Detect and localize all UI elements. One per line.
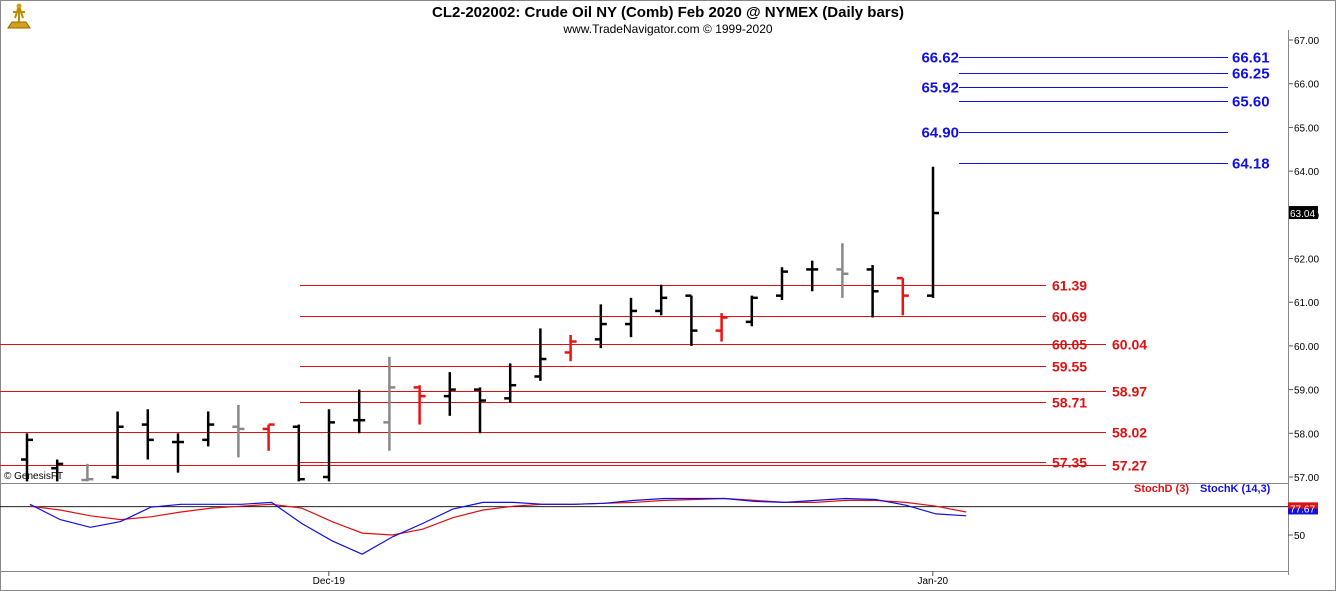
stochk-line <box>29 497 967 555</box>
price-bars <box>21 166 939 482</box>
y-tick-label: 64.00 <box>1294 167 1319 178</box>
ohlc-bar <box>836 243 849 298</box>
ohlc-bar <box>383 356 396 451</box>
red-level-label: 58.97 <box>1112 384 1147 400</box>
ohlc-bar <box>776 267 788 301</box>
ohlc-bar <box>594 304 607 349</box>
y-tick-label: 58.00 <box>1294 429 1319 440</box>
watermark: © GenesisFT <box>4 471 63 482</box>
red-level-label: 58.02 <box>1112 425 1147 441</box>
red-level-label: 60.69 <box>1052 309 1087 325</box>
time-axis: Dec-19 Jan-20 <box>313 571 949 587</box>
blue-level-label: 64.18 <box>1232 156 1270 173</box>
ohlc-bar <box>655 284 668 316</box>
legend-stochd: StochD (3) <box>1134 483 1189 495</box>
ohlc-bar <box>81 463 94 482</box>
ohlc-bar <box>111 411 124 480</box>
ohlc-bar <box>866 265 879 318</box>
y-tick-label: 57.00 <box>1294 473 1319 484</box>
red-level-label: 57.27 <box>1112 458 1147 474</box>
stoch-last-label: 77.67 <box>1290 504 1315 515</box>
stochd-line <box>29 497 967 536</box>
last-price-box <box>1288 206 1318 220</box>
chart-subtitle: www.TradeNavigator.com © 1999-2020 <box>562 22 772 36</box>
blue-level-label: 66.25 <box>1232 66 1270 83</box>
ohlc-bar <box>21 433 33 482</box>
red-level-label: 60.04 <box>1112 337 1147 353</box>
ohlc-bar <box>232 404 245 458</box>
ohlc-bar <box>353 389 366 434</box>
stochastic-panel: 50 77.67 <box>0 497 1318 555</box>
ohlc-bar <box>443 372 456 416</box>
red-level-label: 61.39 <box>1052 278 1087 294</box>
chart-title: CL2-202002: Crude Oil NY (Comb) Feb 2020… <box>432 4 904 21</box>
ohlc-bar <box>927 166 939 298</box>
ohlc-bar <box>806 260 819 292</box>
blue-level-label: 66.61 <box>1232 50 1270 67</box>
stoch-tick-label: 50 <box>1294 531 1306 542</box>
red-level-label: 57.35 <box>1052 455 1087 471</box>
blue-level-label: 66.62 <box>921 50 959 67</box>
ohlc-bar <box>413 385 426 425</box>
blue-level-label: 65.60 <box>1232 94 1270 111</box>
ohlc-bar <box>745 295 758 327</box>
ohlc-bar <box>323 409 335 482</box>
ohlc-bar <box>564 334 577 362</box>
ohlc-bar <box>474 387 486 434</box>
ohlc-bar <box>172 433 184 473</box>
legend-stochk: StochK (14,3) <box>1200 483 1271 495</box>
ohlc-bar <box>896 276 909 316</box>
x-tick-label: Jan-20 <box>918 576 949 587</box>
ohlc-bar <box>262 423 275 451</box>
blue-level-label: 64.90 <box>921 125 959 142</box>
blue-level-label: 65.92 <box>921 80 959 97</box>
tradenavigator-logo <box>7 3 31 29</box>
ohlc-bar <box>141 409 154 460</box>
stoch-last-box-top <box>1288 502 1318 509</box>
red-level-label: 58.71 <box>1052 395 1087 411</box>
ohlc-bar <box>534 328 547 381</box>
x-tick-label: Dec-19 <box>313 576 346 587</box>
ohlc-bar <box>685 294 698 346</box>
last-price-label: 63.04 <box>1290 209 1315 220</box>
price-axis-labels: 57.0058.0059.0060.0061.0062.0063.0064.00… <box>1288 36 1319 484</box>
ohlc-bar <box>715 313 728 342</box>
y-tick-label: 59.00 <box>1294 386 1319 397</box>
y-tick-label: 67.00 <box>1294 36 1319 47</box>
ohlc-bar <box>625 297 637 338</box>
y-tick-label: 65.00 <box>1294 123 1319 134</box>
y-tick-label: 60.00 <box>1294 342 1319 353</box>
y-tick-label: 66.00 <box>1294 80 1319 91</box>
ohlc-bar <box>202 411 215 447</box>
red-level-label: 59.55 <box>1052 359 1087 375</box>
ohlc-bar <box>51 459 64 482</box>
ohlc-bar <box>292 424 305 482</box>
ohlc-bar <box>504 363 517 403</box>
y-tick-label: 61.00 <box>1294 298 1319 309</box>
y-tick-label: 62.00 <box>1294 255 1319 266</box>
